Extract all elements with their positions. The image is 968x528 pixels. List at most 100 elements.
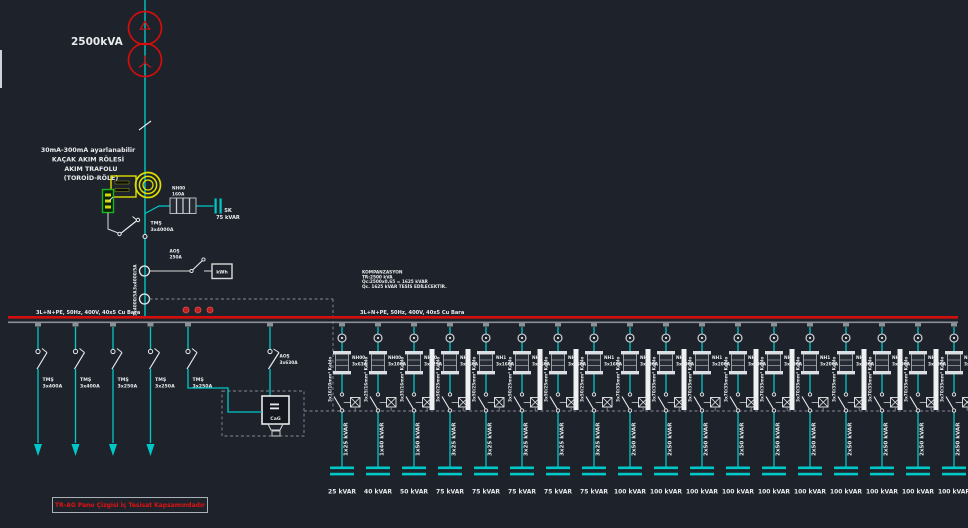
fixed-cap-label2: 75 kVAR [216, 215, 240, 221]
metering-switch-label2: 250A [170, 255, 183, 261]
contactor-node [663, 408, 669, 413]
branch-kvar-label: 100 kVAR [902, 489, 934, 496]
capacitor-plate-icon [219, 198, 222, 214]
switch-node [267, 348, 273, 355]
branch-kvar-label: 100 kVAR [722, 489, 754, 496]
branch-fuse-label2: 3x200A [676, 362, 695, 368]
fuse-body-icon [659, 353, 673, 372]
aux-switch-label1: AOŞ [280, 354, 290, 360]
contactor-node [375, 392, 381, 397]
coil-box-cross [674, 397, 685, 408]
separator-bar [753, 349, 759, 410]
bus-tap [35, 321, 41, 327]
separator-bar [681, 349, 687, 410]
capacitor-plate-icon [214, 198, 217, 214]
fuse-cap [513, 351, 531, 355]
branch-kvar-label: 25 kVAR [328, 489, 356, 496]
branch-kvar-label: 100 kVAR [938, 489, 968, 496]
feeder-rating-label: 3x250A [155, 384, 175, 390]
switch-node [189, 268, 194, 274]
capacitor-plate-icon [402, 472, 426, 476]
branch-cable-label: 3x70/35mm² Kablo [868, 357, 874, 402]
contactor-icon [657, 396, 667, 411]
separator-bar [429, 349, 435, 410]
branch-fuse-label1: NH1 [640, 355, 650, 361]
contactor-icon [945, 396, 955, 411]
contactor-node [591, 392, 597, 397]
branch-kvar-label: 100 kVAR [758, 489, 790, 496]
capacitor-plate-icon [762, 472, 786, 476]
terminal-tick [105, 193, 111, 197]
branch-caps-label: 3x25 kVAR [488, 422, 494, 456]
feeder-breaker-hook [191, 348, 198, 353]
sheet-edge-mark [0, 50, 2, 88]
controller-unit-label: CaG [270, 416, 281, 422]
branch-cable-label: 3x50/25mm² Kablo [508, 357, 514, 402]
feeder-arrow-icon [109, 444, 117, 456]
branch-kvar-label: 75 kVAR [472, 489, 500, 496]
fuse-cap [945, 351, 963, 355]
contactor-node [339, 392, 345, 397]
ct1-ratio-label: 3x4000/5A [133, 264, 139, 290]
bus-tap [72, 321, 79, 327]
contactor-icon [693, 396, 703, 411]
contactor-node [555, 392, 561, 397]
branch-fuse-label2: 3x160A [460, 362, 479, 368]
branch-cable-label: 3x35/16mm² Kablo [400, 357, 406, 402]
fuse-body-icon [839, 353, 853, 372]
relay-box-slot [114, 180, 130, 185]
branch-kvar-label: 75 kVAR [508, 489, 536, 496]
capacitor-plate-icon [330, 472, 354, 476]
fuse-cap [837, 371, 855, 375]
capacitor-plate-icon [798, 472, 822, 476]
contactor-node [807, 392, 813, 397]
branch-node-dot [412, 336, 416, 340]
coil-box-cross [746, 397, 757, 408]
capacitor-plate-icon [366, 472, 390, 476]
feeder-line-to-controller [187, 369, 262, 413]
contactor-node [483, 392, 489, 397]
capacitor-plate-icon [942, 466, 966, 470]
fuse-body-icon [479, 353, 493, 372]
fuse-cap [405, 371, 423, 375]
bus-tap [185, 321, 191, 327]
bus-tap [699, 321, 705, 327]
contactor-icon [801, 396, 811, 411]
capacitor-plate-icon [834, 466, 858, 470]
toroid-ct-icon [138, 175, 158, 195]
capacitor-plate-icon [546, 472, 570, 476]
branch-node-dot [700, 336, 704, 340]
contactor-node [951, 392, 957, 397]
feeder-name-label: TMŞ [193, 377, 205, 383]
branch-kvar-label: 40 kVAR [364, 489, 392, 496]
fuse-body-icon [515, 353, 529, 372]
branch-caps-label: 3x25 kVAR [524, 422, 530, 456]
branch-fuse-label1: NH1 [532, 355, 542, 361]
branch-node-dot [592, 336, 596, 340]
branch-node-dot [340, 336, 344, 340]
fuse-cap [729, 371, 747, 375]
contactor-node [555, 408, 561, 413]
capacitor-plate-icon [726, 466, 750, 470]
fuse-body-icon [335, 353, 349, 372]
branch-caps-label: 1x40 kVAR [380, 422, 386, 456]
capacitor-plate-icon [582, 472, 606, 476]
bus-tap [110, 321, 116, 327]
kompanzasyon-line4: Qc. 1625 kVAR TESİS EDİLECEKTİR. [362, 283, 447, 290]
branch-kvar-label: 75 kVAR [436, 489, 464, 496]
capacitor-plate-icon [654, 466, 678, 470]
fuse-body-icon [371, 353, 385, 372]
branch-fuse-label1: NH1 [892, 355, 902, 361]
fuse-cap [621, 371, 639, 375]
contactor-node [879, 392, 885, 397]
feeder-rating-label: 3x400A [80, 384, 100, 390]
branch-node-dot [952, 336, 956, 340]
relay-box-slot [114, 188, 130, 192]
